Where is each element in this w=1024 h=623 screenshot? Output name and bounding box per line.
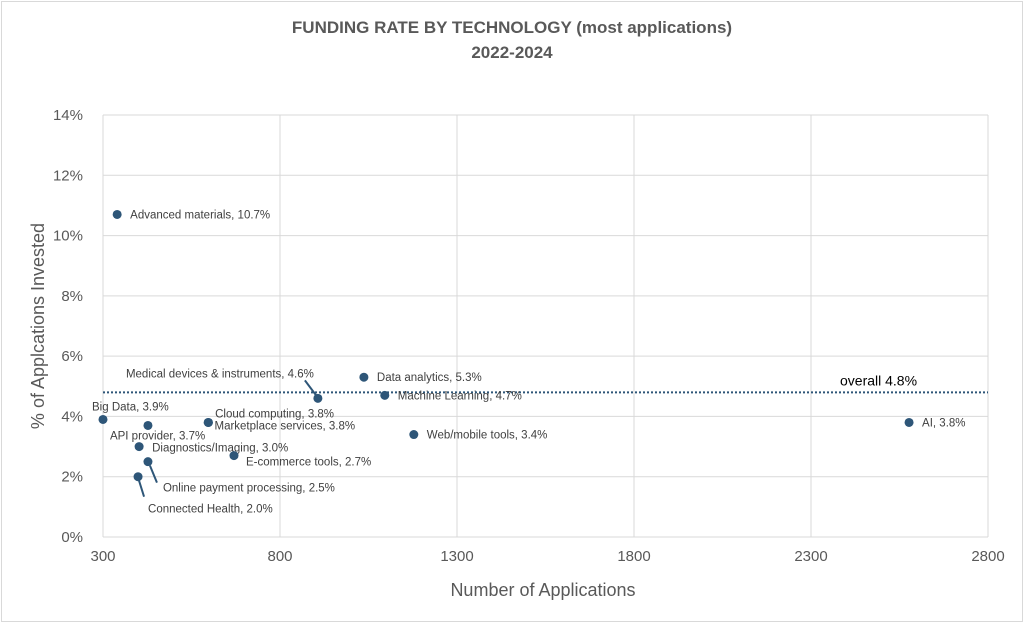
data-point xyxy=(359,372,369,382)
data-point xyxy=(112,209,122,219)
y-tick-label: 12% xyxy=(53,167,83,184)
data-label: API provider, 3.7% xyxy=(110,430,205,442)
data-label: Advanced materials, 10.7% xyxy=(130,209,270,221)
y-tick-label: 2% xyxy=(61,469,83,486)
y-tick-label: 8% xyxy=(61,288,83,305)
data-label: Connected Health, 2.0% xyxy=(148,504,273,516)
data-point xyxy=(229,451,239,461)
data-label: Marketplace services, 3.8% xyxy=(214,420,355,432)
y-axis-label: % of Applcations Invested xyxy=(28,223,48,429)
reference-line-group: overall 4.8% xyxy=(103,372,988,394)
data-point xyxy=(143,457,153,467)
data-label: Cloud computing, 3.8% xyxy=(215,408,334,420)
data-point-group: Marketplace services, 3.8% xyxy=(203,417,355,432)
data-label: Machine Learning, 4.7% xyxy=(398,390,522,402)
data-point xyxy=(143,420,153,430)
y-tick-label: 14% xyxy=(53,107,83,124)
data-point xyxy=(134,442,144,452)
data-label: Online payment processing, 2.5% xyxy=(163,483,335,495)
x-tick-label: 300 xyxy=(90,548,115,565)
x-axis-label: Number of Applications xyxy=(450,580,635,600)
data-label: AI, 3.8% xyxy=(922,417,965,429)
y-tick-label: 6% xyxy=(61,348,83,365)
data-point xyxy=(313,393,323,403)
data-point-group: Machine Learning, 4.7% xyxy=(380,390,522,402)
data-label: Data analytics, 5.3% xyxy=(377,372,482,384)
x-tick-label: 2300 xyxy=(794,548,827,565)
data-point-group: Advanced materials, 10.7% xyxy=(112,209,270,221)
chart-subtitle: 2022-2024 xyxy=(471,43,553,62)
data-point xyxy=(904,417,914,427)
data-point-group: AI, 3.8% xyxy=(904,417,966,429)
data-label: E-commerce tools, 2.7% xyxy=(246,457,371,469)
data-label: Medical devices & instruments, 4.6% xyxy=(126,368,314,380)
data-points: Advanced materials, 10.7% Big Data, 3.9% A… xyxy=(92,209,966,515)
x-tick-label: 1300 xyxy=(440,548,473,565)
data-point xyxy=(380,390,390,400)
data-point-group: API provider, 3.7% xyxy=(110,420,205,442)
tick-labels: 0% 2% 4% 6% 8% 10% 12% 14% 300 800 1300 1800 2300 280… xyxy=(53,107,1005,565)
gridlines xyxy=(102,114,989,538)
data-label: Big Data, 3.9% xyxy=(92,401,169,413)
x-tick-label: 1800 xyxy=(617,548,650,565)
data-point-group: Diagnostics/Imaging, 3.0% xyxy=(134,442,288,455)
reference-line-label: overall 4.8% xyxy=(840,372,917,388)
x-tick-label: 800 xyxy=(267,548,292,565)
leader-line xyxy=(304,379,318,397)
y-tick-label: 10% xyxy=(53,228,83,245)
data-point xyxy=(409,430,419,440)
leader-line xyxy=(149,465,158,484)
x-tick-label: 2800 xyxy=(971,548,1004,565)
data-point-group: Online payment processing, 2.5% xyxy=(143,457,335,495)
data-point xyxy=(133,472,143,482)
data-point xyxy=(98,414,108,424)
data-label: Web/mobile tools, 3.4% xyxy=(427,430,548,442)
chart-title: FUNDING RATE BY TECHNOLOGY (most applica… xyxy=(292,18,732,37)
data-point-group: Big Data, 3.9% xyxy=(92,401,169,424)
data-point-group: E-commerce tools, 2.7% xyxy=(229,451,371,469)
data-label: Diagnostics/Imaging, 3.0% xyxy=(152,443,288,455)
data-point xyxy=(203,417,213,427)
data-point-group: Connected Health, 2.0% xyxy=(133,472,273,516)
data-point-group: Data analytics, 5.3% xyxy=(359,372,482,384)
y-tick-label: 0% xyxy=(61,529,83,546)
data-point-group: Medical devices & instruments, 4.6% xyxy=(126,368,323,403)
leader-line xyxy=(138,480,146,498)
y-tick-label: 4% xyxy=(61,408,83,425)
data-point-group: Web/mobile tools, 3.4% xyxy=(409,430,547,442)
